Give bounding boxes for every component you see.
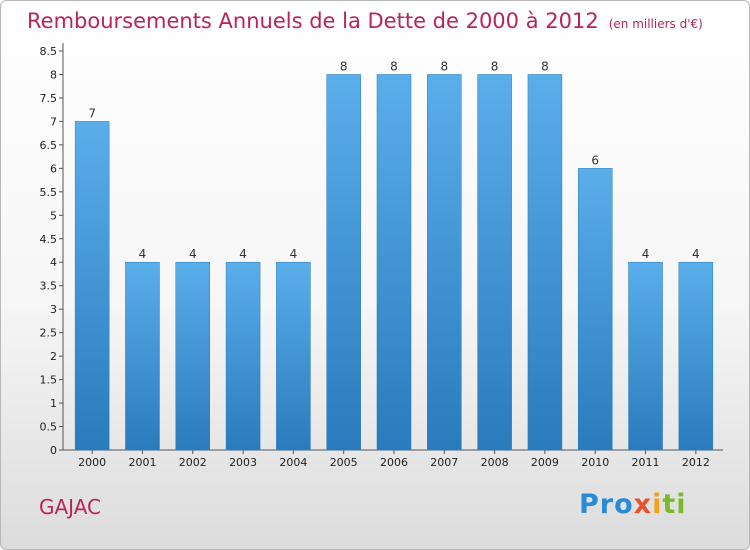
chart-labels: 7 2000 4 2001 4 2002 4 2003 4 2004 8 2005 8 2006 8 2007… xyxy=(78,59,710,469)
x-tick-label-2003: 2003 xyxy=(229,456,257,469)
proxiti-logo[interactable]: Proxiti xyxy=(579,489,687,520)
y-tick-label: 5.5 xyxy=(40,186,58,199)
chart-axes: 0 0.5 1 1.5 2 2.5 3 3.5 4 4.5 5 5.5 6 6.5 7 7.5 8 8.5 xyxy=(40,43,723,457)
value-label-2009: 8 xyxy=(541,59,549,73)
y-tick-label: 4.5 xyxy=(40,233,58,246)
y-tick-label: 4 xyxy=(50,256,57,269)
chart-bars xyxy=(74,74,714,451)
town-name: GAJAC xyxy=(39,495,102,519)
x-tick-label-2009: 2009 xyxy=(531,456,559,469)
y-tick-label: 8.5 xyxy=(40,45,58,58)
x-tick-label-2012: 2012 xyxy=(682,456,710,469)
y-tick-label: 0.5 xyxy=(40,421,58,434)
y-tick-label: 7 xyxy=(50,115,57,128)
value-label-2005: 8 xyxy=(340,59,348,73)
x-tick-label-2010: 2010 xyxy=(581,456,609,469)
chart-title-text: Remboursements Annuels de la Dette de 20… xyxy=(27,9,599,33)
value-label-2001: 4 xyxy=(139,247,147,261)
y-tick-label: 1.5 xyxy=(40,374,58,387)
x-tick-label-2000: 2000 xyxy=(78,456,106,469)
value-label-2003: 4 xyxy=(239,247,247,261)
value-label-2011: 4 xyxy=(642,247,650,261)
y-tick-label: 3 xyxy=(50,303,57,316)
bar-2007[interactable] xyxy=(427,74,462,451)
y-tick-label: 5 xyxy=(50,209,57,222)
y-tick-label: 2.5 xyxy=(40,327,58,340)
x-tick-label-2006: 2006 xyxy=(380,456,408,469)
bar-2009[interactable] xyxy=(527,74,563,451)
bar-2005[interactable] xyxy=(326,74,361,451)
y-tick-label: 0 xyxy=(50,444,57,457)
y-tick-label: 8 xyxy=(50,68,57,81)
y-tick-label: 6.5 xyxy=(40,139,58,152)
bar-2001[interactable] xyxy=(125,261,160,451)
bar-2000[interactable] xyxy=(74,121,110,451)
x-tick-label-2002: 2002 xyxy=(179,456,207,469)
y-tick-label: 1 xyxy=(50,397,57,410)
value-label-2007: 8 xyxy=(440,59,448,73)
chart-subtitle: (en milliers d'€) xyxy=(608,17,703,31)
y-tick-label: 7.5 xyxy=(40,92,58,105)
bar-2010[interactable] xyxy=(577,168,613,451)
value-label-2006: 8 xyxy=(390,59,398,73)
value-label-2004: 4 xyxy=(290,247,298,261)
bar-2012[interactable] xyxy=(678,261,714,451)
bar-2011[interactable] xyxy=(628,261,663,451)
x-tick-label-2004: 2004 xyxy=(279,456,307,469)
value-label-2008: 8 xyxy=(491,59,499,73)
bar-2002[interactable] xyxy=(175,261,211,451)
value-label-2010: 6 xyxy=(591,153,599,167)
x-tick-label-2007: 2007 xyxy=(430,456,458,469)
value-label-2012: 4 xyxy=(692,247,700,261)
bar-2003[interactable] xyxy=(225,261,261,451)
value-label-2002: 4 xyxy=(189,247,197,261)
bar-2006[interactable] xyxy=(376,74,412,451)
y-tick-label: 3.5 xyxy=(40,280,58,293)
x-tick-label-2001: 2001 xyxy=(128,456,156,469)
chart-title: Remboursements Annuels de la Dette de 20… xyxy=(27,9,703,33)
bar-2008[interactable] xyxy=(477,74,512,451)
x-tick-label-2008: 2008 xyxy=(481,456,509,469)
y-tick-label: 2 xyxy=(50,350,57,363)
x-tick-label-2011: 2011 xyxy=(632,456,660,469)
bar-2004[interactable] xyxy=(276,261,311,451)
x-tick-label-2005: 2005 xyxy=(330,456,358,469)
value-label-2000: 7 xyxy=(88,106,96,120)
y-tick-label: 6 xyxy=(50,162,57,175)
